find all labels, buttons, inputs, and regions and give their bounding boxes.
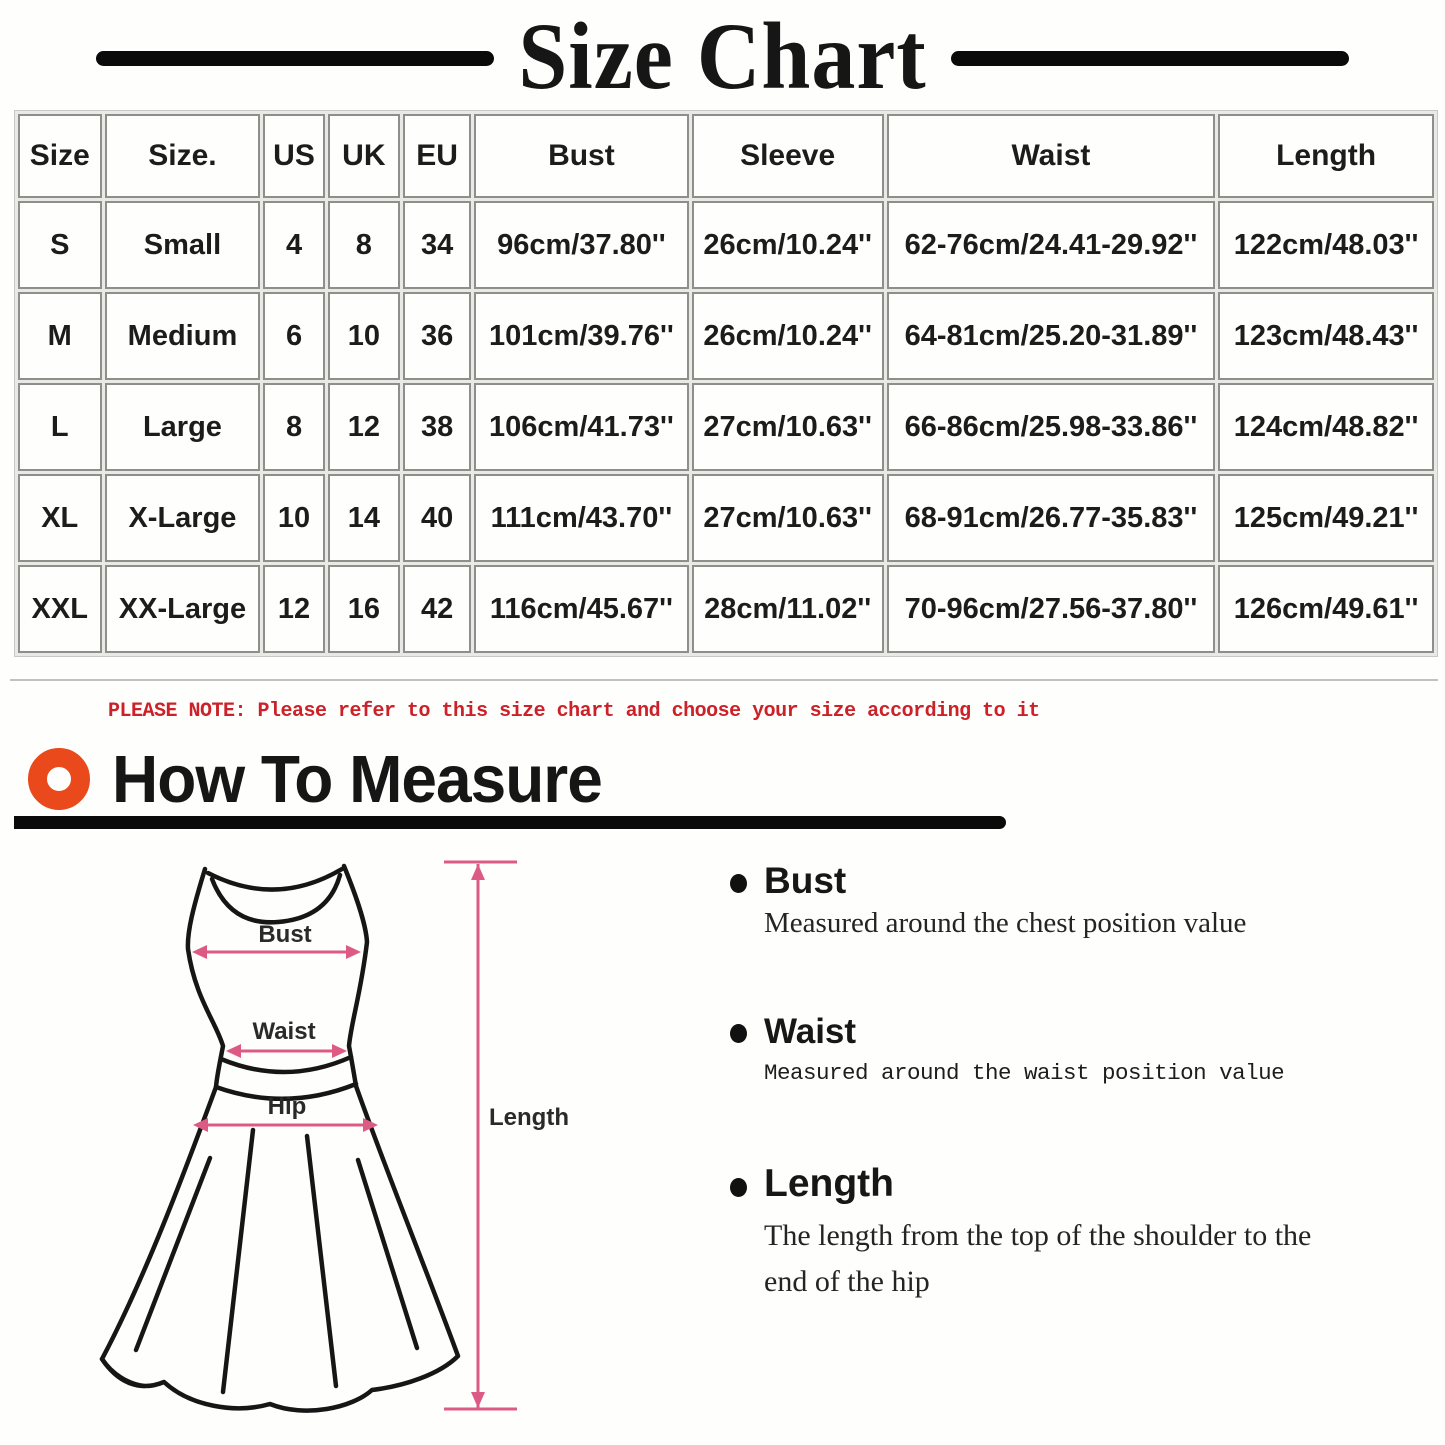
table-cell: 8 [263,383,325,471]
waist-label: Waist [252,1018,315,1045]
table-cell: 124cm/48.82'' [1218,383,1434,471]
size-table: Size Size. US UK EU Bust Sleeve Waist Le… [14,110,1438,657]
bullet-desc: Measured around the waist position value [764,1059,1285,1086]
list-item-waist: Waist Measured around the waist position… [712,1012,1352,1086]
table-cell: 106cm/41.73'' [474,383,689,471]
bullet-dot-icon [730,874,747,893]
table-cell: L [18,383,102,471]
table-row: S Small 4 8 34 96cm/37.80'' 26cm/10.24''… [18,201,1434,289]
diagram-labels: Bust Waist Hip Length [252,921,569,1131]
table-cell: 36 [403,292,472,380]
table-bottom-divider [10,679,1438,681]
table-cell: 34 [403,201,472,289]
table-row: L Large 8 12 38 106cm/41.73'' 27cm/10.63… [18,383,1434,471]
table-cell: 125cm/49.21'' [1218,474,1434,562]
dress-outline [99,863,461,1413]
how-to-measure-underline [14,816,1006,829]
table-cell: 68-91cm/26.77-35.83'' [886,474,1216,562]
column-header: Bust [474,114,689,198]
length-label: Length [489,1104,569,1131]
column-header: US [263,114,325,198]
table-cell: 8 [327,201,401,289]
table-cell: 42 [403,565,472,653]
orange-ring-icon [28,748,90,810]
table-cell: 16 [327,565,401,653]
table-cell: XX-Large [104,565,261,653]
table-cell: 12 [327,383,401,471]
column-header: EU [403,114,472,198]
table-row: XL X-Large 10 14 40 111cm/43.70'' 27cm/1… [18,474,1434,562]
measure-definitions: Bust Measured around the chest position … [712,860,1352,1306]
column-header: Size [18,114,102,198]
column-header: Size. [104,114,261,198]
table-cell: 10 [263,474,325,562]
how-to-measure-header: How To Measure [28,741,603,817]
column-header: Sleeve [691,114,884,198]
table-cell: 101cm/39.76'' [474,292,689,380]
bullet-dot-icon [730,1177,747,1197]
measure-lines [192,860,517,1411]
bullet-desc: Measured around the chest position value [764,906,1247,939]
table-cell: 14 [327,474,401,562]
table-header-row: Size Size. US UK EU Bust Sleeve Waist Le… [18,114,1434,198]
title-decorative-bar-right [950,50,1349,66]
table-cell: 38 [403,383,472,471]
table-cell: X-Large [104,474,261,562]
title-row: Size Chart [0,8,1445,108]
table-cell: 26cm/10.24'' [691,292,884,380]
table-cell: M [18,292,102,380]
column-header: Waist [886,114,1216,198]
size-note: PLEASE NOTE: Please refer to this size c… [108,700,1040,723]
table-cell: 27cm/10.63'' [691,474,884,562]
table-cell: 10 [327,292,401,380]
table-row: M Medium 6 10 36 101cm/39.76'' 26cm/10.2… [18,292,1434,380]
table-row: XXL XX-Large 12 16 42 116cm/45.67'' 28cm… [18,565,1434,653]
table-cell: 111cm/43.70'' [474,474,689,562]
table-cell: 27cm/10.63'' [691,383,884,471]
table-cell: 40 [403,474,472,562]
table-cell: 62-76cm/24.41-29.92'' [886,201,1216,289]
bust-label: Bust [258,921,311,948]
bullet-desc: The length from the top of the shoulder … [764,1218,1312,1299]
table-cell: 6 [263,292,325,380]
table-cell: XXL [18,565,102,653]
table-cell: 96cm/37.80'' [474,201,689,289]
table-cell: 123cm/48.43'' [1218,292,1434,380]
table-cell: 28cm/11.02'' [691,565,884,653]
list-item-bust: Bust Measured around the chest position … [712,860,1352,940]
title-decorative-bar-left [96,50,495,66]
table-cell: XL [18,474,102,562]
table-cell: 12 [263,565,325,653]
table-cell: S [18,201,102,289]
table-cell: 70-96cm/27.56-37.80'' [886,565,1216,653]
table-cell: 66-86cm/25.98-33.86'' [886,383,1216,471]
table-cell: Medium [104,292,261,380]
bullet-dot-icon [730,1023,747,1043]
table-cell: 64-81cm/25.20-31.89'' [886,292,1216,380]
list-item-length: Length The length from the top of the sh… [712,1162,1352,1306]
column-header: UK [327,114,401,198]
bullet-term: Waist [764,1011,857,1051]
table-cell: Large [104,383,261,471]
table-cell: 126cm/49.61'' [1218,565,1434,653]
table-cell: 26cm/10.24'' [691,201,884,289]
dress-measure-diagram: Bust Waist Hip Length [99,860,569,1413]
how-to-measure-title: How To Measure [112,741,603,817]
table-cell: 4 [263,201,325,289]
table-cell: 122cm/48.03'' [1218,201,1434,289]
hip-label: Hip [268,1093,307,1120]
column-header: Length [1218,114,1434,198]
page-title: Size Chart [518,5,927,110]
table-cell: 116cm/45.67'' [474,565,689,653]
bullet-term: Bust [764,860,847,901]
bullet-term: Length [764,1161,894,1205]
table-cell: Small [104,201,261,289]
